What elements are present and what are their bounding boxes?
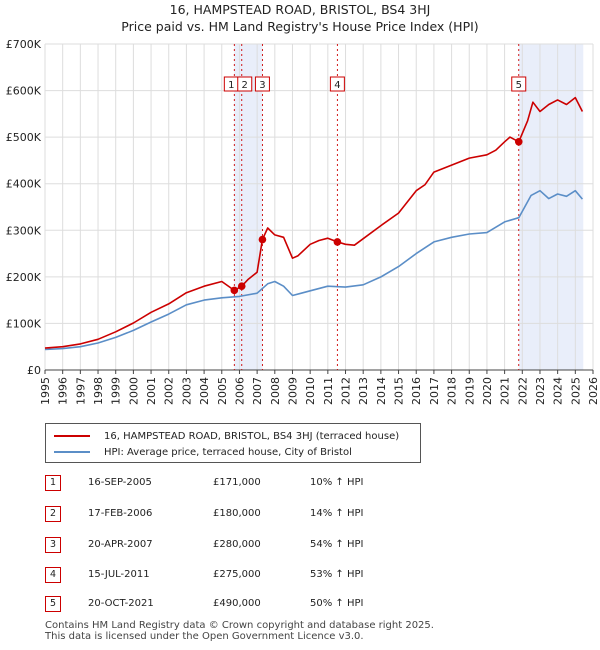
sale-number-box [511,76,527,92]
sale-number-badge: 1 [45,475,61,491]
sale-date: 20-OCT-2021 [88,598,154,609]
x-tick-label: 2014 [375,377,388,405]
x-tick-label: 2023 [534,377,547,405]
x-tick-label: 1995 [39,377,52,405]
legend-swatch-property [54,435,90,437]
x-tick-label: 2000 [127,377,140,405]
y-tick-label: £400K [6,178,42,191]
x-tick-label: 2004 [198,377,211,405]
sale-number-label: 4 [334,80,340,91]
sale-point [237,282,246,290]
x-tick-label: 2005 [216,377,229,405]
footer-copyright: Contains HM Land Registry data © Crown c… [45,620,434,631]
sale-hpi-change: 10% ↑ HPI [310,477,364,488]
x-tick-label: 2026 [587,377,600,405]
sale-point [230,286,239,295]
sale-number-label: 2 [242,80,248,91]
chart-subtitle: Price paid vs. HM Land Registry's House … [121,19,479,34]
hpi-line [44,189,584,351]
x-tick-label: 2010 [304,377,317,405]
x-tick-label: 2020 [481,377,494,405]
sale-hpi-change: 54% ↑ HPI [310,539,364,550]
shaded-span [518,44,584,370]
x-tick-label: 2012 [340,377,353,405]
x-tick-label: 2019 [463,377,476,405]
legend-item-property: 16, HAMPSTEAD ROAD, BRISTOL, BS4 3HJ (te… [54,429,399,443]
sale-number-label: 5 [516,80,522,91]
sale-point [333,238,342,246]
sale-number-box [329,76,345,92]
y-tick-label: £500K [6,131,42,144]
plot-area [45,44,593,370]
x-tick-label: 1998 [92,377,105,405]
legend-label-hpi: HPI: Average price, terraced house, City… [104,446,352,458]
x-tick-label: 2007 [251,377,264,405]
legend: 16, HAMPSTEAD ROAD, BRISTOL, BS4 3HJ (te… [45,423,421,463]
x-tick-label: 1999 [110,377,123,405]
sale-price: £490,000 [213,598,261,609]
sale-number-marker: 2 [237,76,253,92]
x-tick-label: 2011 [322,377,335,405]
x-tick-label: 1996 [57,377,70,405]
sale-number-box [254,76,270,92]
x-tick-label: 1997 [74,377,87,405]
x-tick-label: 2002 [163,377,176,405]
sale-number-badge: 2 [45,506,61,522]
sale-date: 20-APR-2007 [88,539,153,550]
sale-number-badge: 5 [45,596,61,612]
footer-licence: This data is licensed under the Open Gov… [45,631,364,642]
sale-price: £180,000 [213,508,261,519]
sale-point [514,138,523,146]
x-tick-label: 2018 [446,377,459,405]
x-tick-label: 2025 [569,377,582,405]
y-tick-label: £700K [6,38,42,51]
sale-number-label: 3 [259,80,265,91]
x-tick-label: 2017 [428,377,441,405]
y-tick-label: £300K [6,224,42,237]
sale-number-label: 1 [228,80,234,91]
sale-date: 16-SEP-2005 [88,477,152,488]
legend-item-hpi: HPI: Average price, terraced house, City… [54,445,352,459]
legend-swatch-hpi [54,451,90,453]
sale-point [258,235,267,244]
chart-title: 16, HAMPSTEAD ROAD, BRISTOL, BS4 3HJ [169,2,431,17]
sale-number-marker: 3 [254,76,270,92]
sale-number-badge: 4 [45,567,61,583]
shaded-span [234,44,263,370]
sale-price: £280,000 [213,539,261,550]
x-tick-label: 2013 [357,377,370,405]
x-tick-label: 2001 [145,377,158,405]
y-tick-label: £100K [6,317,42,330]
sale-date: 17-FEB-2006 [88,508,153,519]
sale-price: £275,000 [213,569,261,580]
sale-price: £171,000 [213,477,261,488]
x-tick-label: 2021 [499,377,512,405]
sale-number-box [237,76,253,92]
sale-date: 15-JUL-2011 [88,569,150,580]
x-tick-label: 2016 [410,377,423,405]
x-tick-label: 2024 [552,377,565,405]
sale-number-marker: 5 [511,76,527,92]
y-tick-label: £600K [6,85,42,98]
property-price-line [44,96,584,349]
sale-hpi-change: 53% ↑ HPI [310,569,364,580]
x-tick-label: 2003 [180,377,193,405]
x-tick-label: 2015 [393,377,406,405]
price-chart: £0 £100K £200K £300K £400K £500K £600K £700K 19… [6,38,600,405]
y-tick-label: £200K [6,271,42,284]
sale-number-badge: 3 [45,537,61,553]
y-tick-label: £0 [27,364,41,377]
x-tick-label: 2008 [269,377,282,405]
x-tick-label: 2009 [286,377,299,405]
sale-number-marker: 4 [329,76,345,92]
x-tick-label: 2022 [516,377,529,405]
sale-hpi-change: 50% ↑ HPI [310,598,364,609]
sale-number-marker: 1 [223,76,239,92]
x-tick-label: 2006 [233,377,246,405]
legend-label-property: 16, HAMPSTEAD ROAD, BRISTOL, BS4 3HJ (te… [104,430,400,442]
sale-hpi-change: 14% ↑ HPI [310,508,364,519]
